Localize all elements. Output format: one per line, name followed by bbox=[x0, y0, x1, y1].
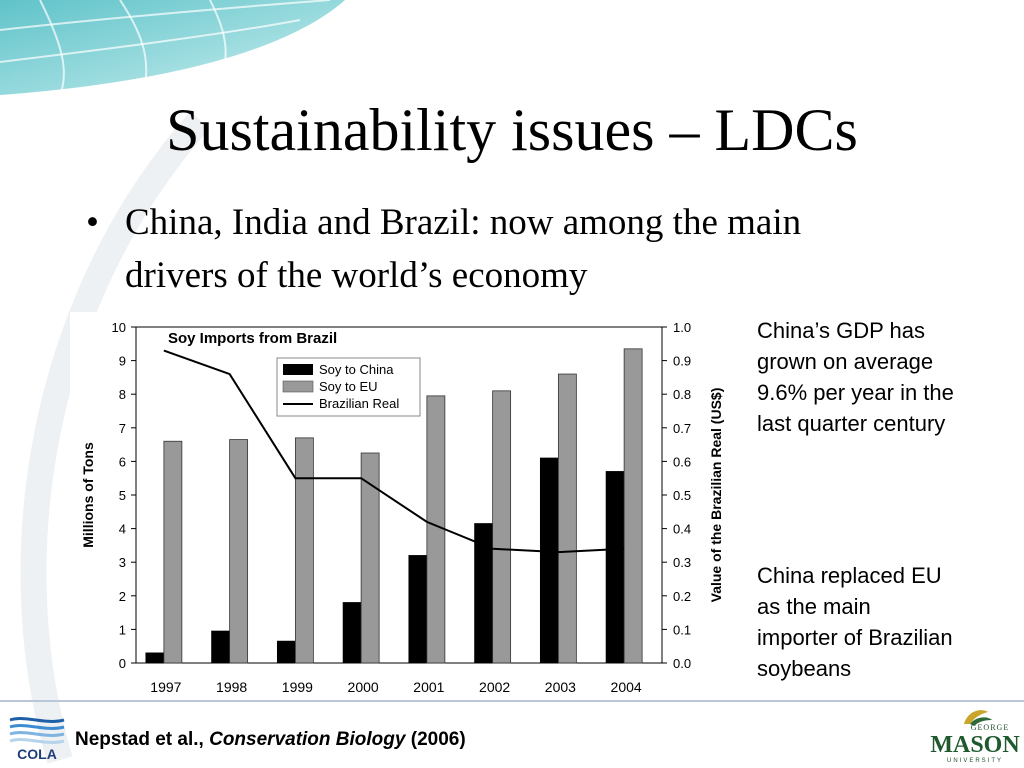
y-axis-label: Millions of Tons bbox=[80, 442, 96, 548]
bar-soy-to-eu bbox=[229, 439, 249, 664]
y-tick-label: 4 bbox=[119, 522, 126, 537]
bar-soy-to-china bbox=[539, 457, 559, 664]
citation-year: (2006) bbox=[410, 729, 466, 750]
corner-globe-graphic bbox=[0, 0, 345, 95]
x-tick-label: 2000 bbox=[348, 679, 379, 695]
y2-tick-label: 0.6 bbox=[673, 454, 691, 469]
bar-soy-to-eu bbox=[557, 373, 577, 664]
line-brazilian-real bbox=[163, 349, 625, 554]
mason-logo-main: MASON bbox=[930, 732, 1020, 758]
cola-logo-text: COLA bbox=[17, 746, 57, 762]
note-china-importer: China replaced EU as the main importer o… bbox=[757, 563, 953, 681]
bar-soy-to-eu bbox=[426, 395, 446, 664]
y-tick-label: 3 bbox=[119, 555, 126, 570]
y-tick-label: 10 bbox=[112, 320, 126, 335]
citation: Nepstad et al., Conservation Biology (20… bbox=[75, 729, 466, 751]
mason-logo-bottom: UNIVERSITY bbox=[947, 758, 1003, 764]
bar-soy-to-china bbox=[408, 555, 428, 664]
x-tick-label: 1997 bbox=[150, 679, 181, 695]
x-tick-label: 1999 bbox=[282, 679, 313, 695]
soy-imports-chart: 0 1 2 3 4 5 6 7 8 9 10 0.0 0.1 0.2 0.3 0.4 0.5 0.6 0.7 0.8 0… bbox=[70, 312, 735, 705]
citation-authors: Nepstad et al., bbox=[75, 729, 204, 750]
bar-soy-to-eu bbox=[492, 390, 512, 664]
legend-label-eu: Soy to EU bbox=[319, 379, 378, 394]
mason-logo-top: GEORGE bbox=[971, 723, 1009, 732]
y-tick-label: 6 bbox=[119, 454, 126, 469]
y-tick-label: 7 bbox=[119, 421, 126, 436]
y-tick-label: 9 bbox=[119, 354, 126, 369]
note-china-gdp: China’s GDP has grown on average 9.6% pe… bbox=[757, 318, 954, 436]
y2-tick-label: 0.7 bbox=[673, 421, 691, 436]
chart-title: Soy Imports from Brazil bbox=[168, 330, 337, 347]
y2-tick-label: 1.0 bbox=[673, 320, 691, 335]
x-tick-label: 2003 bbox=[545, 679, 576, 695]
legend-label-real: Brazilian Real bbox=[319, 396, 399, 411]
legend-label-china: Soy to China bbox=[319, 362, 394, 377]
legend-swatch-china bbox=[283, 364, 313, 375]
citation-journal: Conservation Biology bbox=[209, 729, 406, 750]
y2-axis-label: Value of the Brazilian Real (US$) bbox=[708, 388, 724, 603]
y2-tick-label: 0.3 bbox=[673, 555, 691, 570]
y2-tick-label: 0.0 bbox=[673, 656, 691, 671]
bar-soy-to-eu bbox=[623, 348, 643, 664]
bar-soy-to-eu bbox=[360, 452, 380, 664]
x-tick-label: 2004 bbox=[611, 679, 642, 695]
y-tick-label: 1 bbox=[119, 622, 126, 637]
bullet-text: China, India and Brazil: now among the m… bbox=[125, 202, 802, 296]
bar-soy-to-eu bbox=[163, 440, 183, 664]
y-tick-label: 5 bbox=[119, 488, 126, 503]
slide-title: Sustainability issues – LDCs bbox=[166, 97, 858, 163]
bar-soy-to-china bbox=[145, 652, 165, 664]
bullet-dot: • bbox=[86, 202, 99, 243]
y2-tick-label: 0.4 bbox=[673, 522, 691, 537]
footer-divider bbox=[0, 700, 1024, 702]
y2-tick-label: 0.1 bbox=[673, 622, 691, 637]
y2-tick-label: 0.9 bbox=[673, 354, 691, 369]
cola-logo: COLA bbox=[9, 717, 65, 762]
x-tick-label: 2001 bbox=[413, 679, 444, 695]
legend-swatch-eu bbox=[282, 380, 314, 393]
bar-soy-to-china bbox=[276, 640, 296, 664]
x-tick-label: 1998 bbox=[216, 679, 247, 695]
bar-soy-to-china bbox=[211, 630, 231, 664]
y-tick-label: 2 bbox=[119, 589, 126, 604]
x-tick-label: 2002 bbox=[479, 679, 510, 695]
y2-tick-label: 0.2 bbox=[673, 589, 691, 604]
y-tick-label: 8 bbox=[119, 387, 126, 402]
bar-soy-to-china bbox=[342, 602, 362, 664]
y-tick-label: 0 bbox=[119, 656, 126, 671]
bar-soy-to-china bbox=[605, 471, 625, 664]
y2-tick-label: 0.8 bbox=[673, 387, 691, 402]
bar-soy-to-eu bbox=[294, 437, 314, 664]
george-mason-logo: GEORGE MASON UNIVERSITY bbox=[930, 710, 1020, 764]
y2-tick-label: 0.5 bbox=[673, 488, 691, 503]
